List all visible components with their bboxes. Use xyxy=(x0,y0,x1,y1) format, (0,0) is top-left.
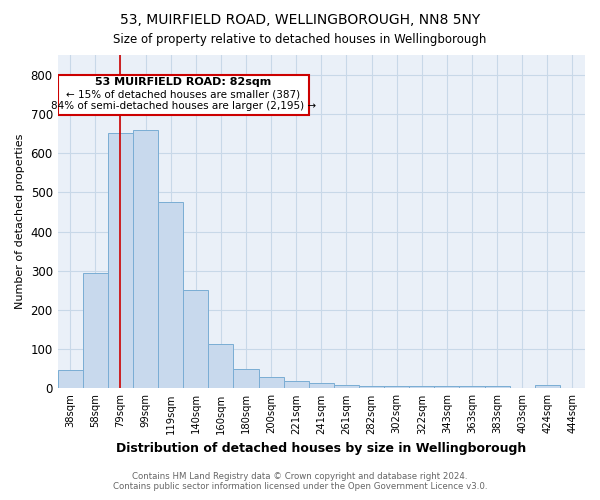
Text: 53 MUIRFIELD ROAD: 82sqm: 53 MUIRFIELD ROAD: 82sqm xyxy=(95,78,271,88)
Bar xyxy=(460,386,485,388)
Text: Size of property relative to detached houses in Wellingborough: Size of property relative to detached ho… xyxy=(113,32,487,46)
Bar xyxy=(233,369,259,388)
Bar xyxy=(83,274,108,388)
Bar xyxy=(284,382,309,388)
Text: Contains HM Land Registry data © Crown copyright and database right 2024.
Contai: Contains HM Land Registry data © Crown c… xyxy=(113,472,487,491)
Text: ← 15% of detached houses are smaller (387): ← 15% of detached houses are smaller (38… xyxy=(66,90,300,100)
Bar xyxy=(208,344,233,389)
Bar xyxy=(133,130,158,388)
Text: 84% of semi-detached houses are larger (2,195) →: 84% of semi-detached houses are larger (… xyxy=(50,101,316,111)
Bar xyxy=(485,386,509,388)
Bar xyxy=(434,386,460,388)
Bar xyxy=(309,382,334,388)
Bar xyxy=(359,386,384,388)
Bar xyxy=(158,202,183,388)
Bar xyxy=(409,386,434,388)
Bar xyxy=(58,370,83,388)
X-axis label: Distribution of detached houses by size in Wellingborough: Distribution of detached houses by size … xyxy=(116,442,526,455)
Y-axis label: Number of detached properties: Number of detached properties xyxy=(15,134,25,310)
FancyBboxPatch shape xyxy=(58,74,309,114)
Bar xyxy=(183,290,208,388)
Bar xyxy=(259,378,284,388)
Bar xyxy=(334,386,359,388)
Bar xyxy=(535,384,560,388)
Text: 53, MUIRFIELD ROAD, WELLINGBOROUGH, NN8 5NY: 53, MUIRFIELD ROAD, WELLINGBOROUGH, NN8 … xyxy=(120,12,480,26)
Bar xyxy=(384,386,409,388)
Bar xyxy=(108,134,133,388)
